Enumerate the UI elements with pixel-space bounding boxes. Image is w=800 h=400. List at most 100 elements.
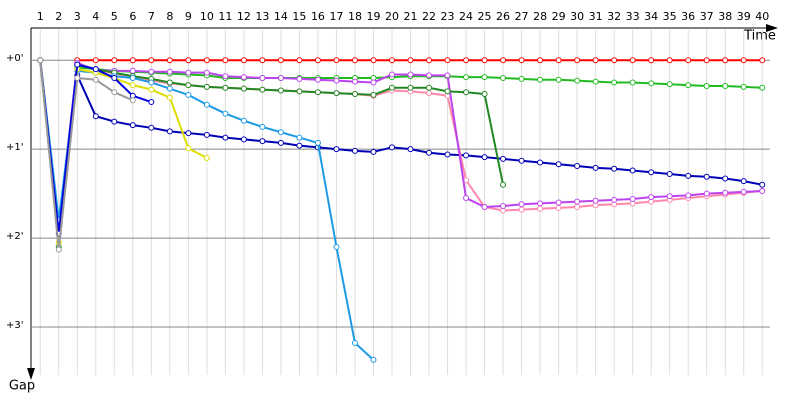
data-point xyxy=(740,178,747,185)
y-arrow xyxy=(27,368,35,380)
series-line xyxy=(39,60,763,230)
x-tick-label: 35 xyxy=(663,10,677,23)
data-point xyxy=(203,57,210,64)
data-point xyxy=(185,69,192,76)
data-point xyxy=(296,134,303,141)
data-point xyxy=(240,85,247,92)
x-tick-label: 19 xyxy=(366,10,380,23)
x-tick-label: 12 xyxy=(237,10,251,23)
data-point xyxy=(55,246,62,253)
data-point xyxy=(203,155,210,162)
data-point xyxy=(148,124,155,131)
data-point xyxy=(500,203,507,210)
data-point xyxy=(481,203,488,210)
x-tick-label: 21 xyxy=(404,10,418,23)
x-tick-label: 31 xyxy=(589,10,603,23)
data-point xyxy=(685,57,692,64)
data-point xyxy=(351,91,358,98)
data-point xyxy=(611,79,618,86)
data-point xyxy=(166,85,173,92)
y-tick-label: +1' xyxy=(6,142,24,153)
data-point xyxy=(388,71,395,78)
data-point xyxy=(111,57,118,64)
data-point xyxy=(444,151,451,158)
data-point xyxy=(426,72,433,79)
data-point xyxy=(685,192,692,199)
data-point xyxy=(222,134,229,141)
data-point xyxy=(629,195,636,202)
data-point xyxy=(351,147,358,154)
x-tick-label: 39 xyxy=(737,10,751,23)
data-point xyxy=(148,99,155,106)
x-tick-label: 38 xyxy=(718,10,732,23)
data-point xyxy=(537,159,544,166)
data-point xyxy=(407,71,414,78)
series-line xyxy=(39,60,763,225)
x-tick-label: 2 xyxy=(55,10,62,23)
data-point xyxy=(240,117,247,124)
data-point xyxy=(203,131,210,138)
data-point xyxy=(277,75,284,82)
data-point xyxy=(388,144,395,151)
x-tick-label: 34 xyxy=(644,10,658,23)
x-tick-label: 15 xyxy=(292,10,306,23)
data-point xyxy=(685,82,692,89)
data-point xyxy=(222,110,229,117)
data-point xyxy=(555,76,562,83)
data-point xyxy=(555,161,562,168)
data-point xyxy=(240,136,247,143)
data-point xyxy=(518,75,525,82)
x-tick-label: 4 xyxy=(92,10,99,23)
data-point xyxy=(611,165,618,172)
data-point xyxy=(333,57,340,64)
data-point xyxy=(185,91,192,98)
data-point xyxy=(592,197,599,204)
x-tick-label: 18 xyxy=(348,10,362,23)
data-point xyxy=(463,74,470,81)
x-tick-label: 25 xyxy=(478,10,492,23)
data-point xyxy=(259,138,266,145)
data-point xyxy=(481,91,488,98)
data-point xyxy=(185,145,192,152)
data-point xyxy=(74,75,81,82)
data-point xyxy=(240,74,247,81)
data-point xyxy=(296,75,303,82)
data-point xyxy=(648,194,655,201)
data-point xyxy=(203,83,210,90)
data-point xyxy=(333,146,340,153)
data-point xyxy=(481,154,488,161)
data-point xyxy=(759,57,766,64)
data-point xyxy=(240,57,247,64)
x-tick-label: 24 xyxy=(459,10,473,23)
x-tick-label: 36 xyxy=(681,10,695,23)
data-point xyxy=(111,118,118,125)
data-point xyxy=(296,142,303,149)
data-point xyxy=(407,84,414,91)
data-point xyxy=(518,206,525,213)
data-point xyxy=(500,155,507,162)
data-point xyxy=(222,73,229,80)
data-point xyxy=(463,57,470,64)
data-point xyxy=(185,82,192,89)
data-point xyxy=(259,123,266,130)
series-line xyxy=(39,60,763,228)
data-point xyxy=(722,189,729,196)
data-point xyxy=(426,90,433,97)
data-point xyxy=(129,97,136,104)
x-arrow xyxy=(766,24,778,32)
data-point xyxy=(166,79,173,86)
data-point xyxy=(296,57,303,64)
data-point xyxy=(722,175,729,182)
data-point xyxy=(500,57,507,64)
data-point xyxy=(648,57,655,64)
x-tick-label: 7 xyxy=(148,10,155,23)
data-point xyxy=(740,188,747,195)
x-tick-label: 17 xyxy=(329,10,343,23)
data-point xyxy=(611,196,618,203)
data-point xyxy=(203,101,210,108)
x-axis-label: Time xyxy=(743,29,776,44)
x-tick-label: 29 xyxy=(552,10,566,23)
x-tick-label: 16 xyxy=(311,10,325,23)
data-point xyxy=(759,187,766,194)
data-point xyxy=(185,130,192,137)
